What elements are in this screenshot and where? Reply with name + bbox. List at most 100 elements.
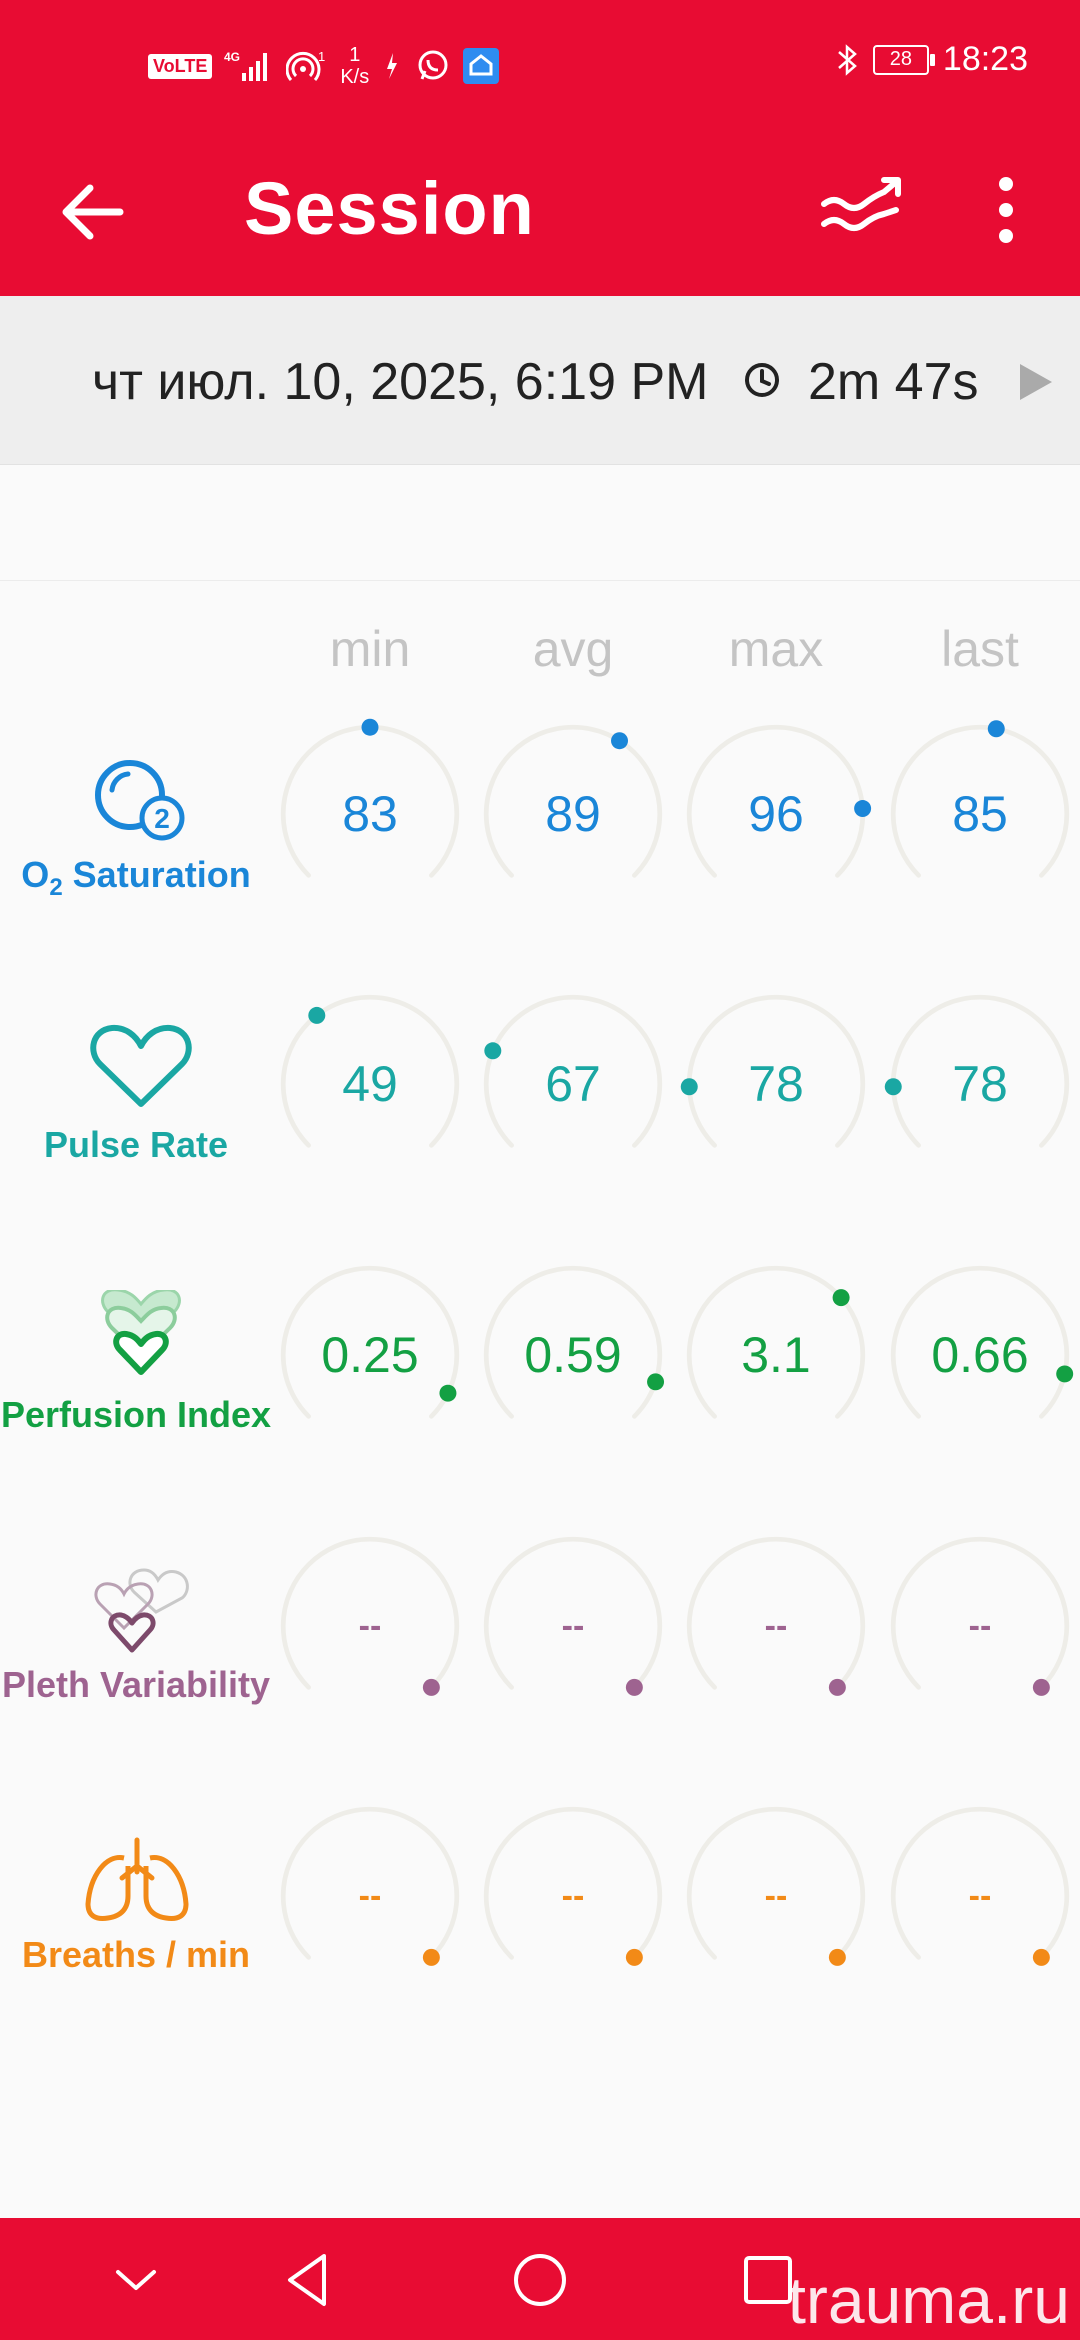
gauge-track — [483, 724, 663, 878]
gauge-indicator-dot — [987, 720, 1005, 738]
gauge-arc — [280, 1265, 460, 1419]
whatsapp-icon — [415, 48, 451, 84]
gauge-indicator-dot — [422, 1678, 440, 1696]
gauge-value: -- — [561, 1877, 585, 1915]
gauge-indicator-dot — [1056, 1365, 1074, 1383]
volte-badge: VoLTE — [148, 53, 213, 79]
gauge-last: 0.66 — [880, 1255, 1080, 1455]
gauge-arc — [686, 1806, 866, 1960]
net-speed: 1 K/s — [340, 44, 369, 88]
gauge-value: -- — [968, 1877, 992, 1915]
gauge-indicator-dot — [884, 1078, 902, 1096]
session-header: чт июл. 10, 2025, 6:19 PM 2m 47s — [0, 296, 1080, 465]
gauge-indicator-dot — [680, 1078, 698, 1096]
gauge-value: 0.25 — [321, 1327, 419, 1383]
gauge-track — [280, 1806, 460, 1966]
perfusion-hearts-icon — [101, 1290, 181, 1375]
gauge-value: 49 — [342, 1056, 398, 1112]
gauge-value: 3.1 — [741, 1327, 811, 1383]
gauge-indicator-dot — [828, 1678, 846, 1696]
battery-indicator: 28 — [872, 44, 935, 75]
gauge-value: -- — [358, 1607, 382, 1645]
gauge-track — [280, 1265, 460, 1419]
gauge-max: 96 — [676, 714, 876, 914]
gauge-min: 49 — [270, 984, 470, 1184]
status-left-icons: VoLTE 4G 1 1 K/s — [148, 44, 500, 88]
gauge-arc — [890, 1806, 1070, 1960]
gauge-value: -- — [764, 1607, 788, 1645]
gauge-last: -- — [880, 1796, 1080, 1996]
signal-icon: 4G — [224, 49, 274, 83]
svg-text:1: 1 — [318, 49, 325, 64]
session-duration: 2m 47s — [808, 353, 979, 411]
gauge-arc — [483, 994, 663, 1148]
trend-lines-icon — [821, 177, 901, 231]
gauge-indicator-dot — [308, 1006, 326, 1024]
gauge-indicator-dot — [439, 1384, 457, 1402]
gauge-indicator-dot — [625, 1948, 643, 1966]
chevron-down-icon[interactable] — [104, 2248, 168, 2312]
more-vertical-icon — [999, 177, 1013, 243]
gauge-min: -- — [270, 1526, 470, 1726]
metric-label-pleth-variability: Pleth Variability — [1, 1664, 271, 1705]
gauge-indicator-dot — [854, 800, 872, 818]
gauge-avg: 89 — [473, 714, 673, 914]
gauge-track — [890, 1536, 1070, 1696]
gauge-min: 83 — [270, 714, 470, 914]
gauge-arc — [483, 724, 663, 878]
watermark: trauma.ru — [787, 2263, 1070, 2337]
gauge-track — [483, 1536, 663, 1696]
gauge-arc — [890, 1265, 1070, 1419]
gauge-value: -- — [561, 1607, 585, 1645]
o2-icon: 2 — [95, 760, 185, 841]
page-title: Session — [244, 167, 535, 250]
gauge-value: 85 — [952, 786, 1008, 842]
gauge-track — [483, 1265, 665, 1419]
gauge-max: -- — [676, 1796, 876, 1996]
gauge-track — [686, 1265, 866, 1419]
smart-home-icon — [463, 48, 500, 84]
gauge-track — [884, 994, 1070, 1148]
gauge-indicator-dot — [832, 1289, 850, 1307]
gauge-indicator-dot — [625, 1678, 643, 1696]
gauge-max: 78 — [676, 984, 876, 1184]
recents-square-icon[interactable] — [736, 2248, 800, 2312]
gauge-value: 0.66 — [931, 1327, 1029, 1383]
gauge-track — [890, 720, 1070, 878]
app-notification-icon — [381, 49, 403, 83]
gauge-value: -- — [968, 1607, 992, 1645]
gauge-last: 78 — [880, 984, 1080, 1184]
gauge-track — [890, 1806, 1070, 1966]
back-triangle-icon[interactable] — [278, 2248, 342, 2312]
trend-button[interactable] — [818, 170, 908, 250]
back-button[interactable] — [58, 172, 138, 252]
divider — [0, 580, 1080, 581]
gauge-arc — [890, 1536, 1070, 1690]
gauge-avg: 67 — [473, 984, 673, 1184]
gauge-value: -- — [358, 1877, 382, 1915]
pleth-hearts-icon — [94, 1568, 189, 1653]
gauge-indicator-dot — [828, 1948, 846, 1966]
gauge-track — [483, 1806, 663, 1966]
gauge-value: 83 — [342, 786, 398, 842]
metric-label-breaths-per-min: Breaths / min — [21, 1934, 251, 1975]
play-icon[interactable] — [1016, 362, 1056, 402]
gauge-value: 89 — [545, 786, 601, 842]
gauge-indicator-dot — [1032, 1678, 1050, 1696]
gauge-indicator-dot — [422, 1948, 440, 1966]
more-options-button[interactable] — [984, 170, 1028, 250]
bluetooth-icon — [835, 42, 859, 78]
status-bar: VoLTE 4G 1 1 K/s — [0, 0, 1080, 130]
status-time: 18:23 — [942, 40, 1028, 78]
svg-text:2: 2 — [154, 803, 170, 834]
gauge-track — [280, 994, 460, 1148]
gauge-arc — [686, 1265, 866, 1419]
heart-icon — [90, 1024, 192, 1107]
app-bar: Session — [0, 130, 1080, 296]
gauge-track — [680, 994, 866, 1148]
gauge-max: -- — [676, 1526, 876, 1726]
home-circle-icon[interactable] — [508, 2248, 572, 2312]
status-right-icons: 28 18:23 — [835, 40, 1028, 79]
gauge-last: -- — [880, 1526, 1080, 1726]
o2-label-o: O — [21, 854, 50, 895]
